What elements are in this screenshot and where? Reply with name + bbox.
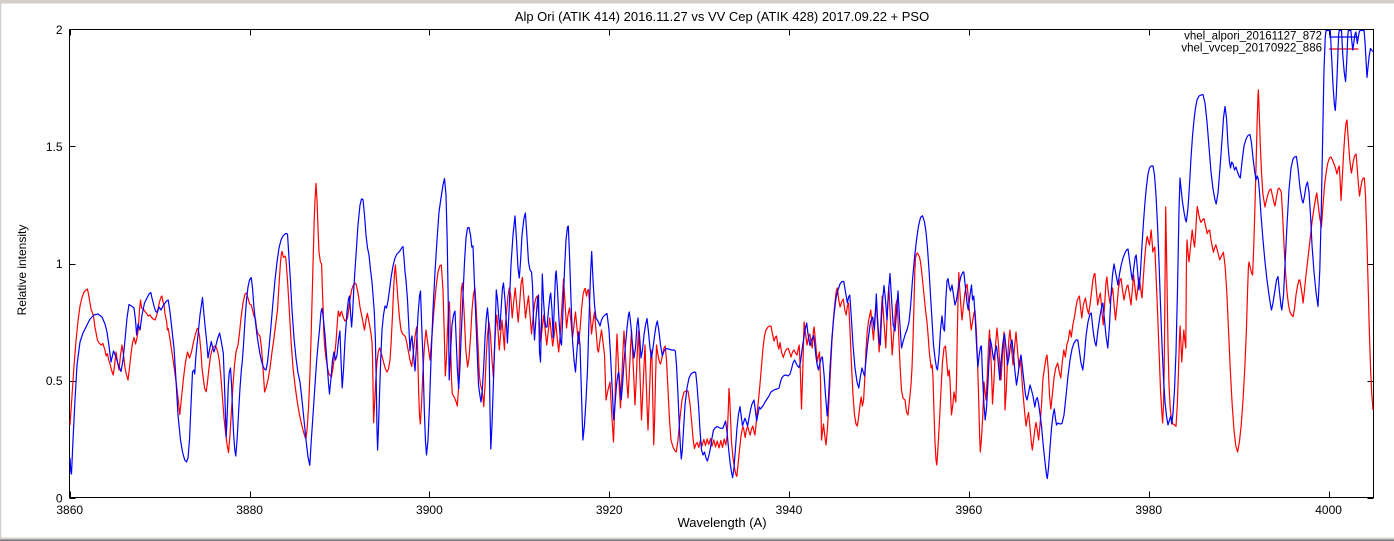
svg-text:0.5: 0.5 — [46, 374, 63, 388]
svg-text:3880: 3880 — [236, 503, 263, 517]
svg-text:1.5: 1.5 — [46, 140, 63, 154]
svg-text:4000: 4000 — [1315, 503, 1342, 517]
svg-text:3960: 3960 — [955, 503, 982, 517]
svg-text:Wavelength (A): Wavelength (A) — [677, 515, 766, 530]
svg-text:1: 1 — [56, 257, 63, 271]
svg-text:3860: 3860 — [56, 503, 83, 517]
svg-text:3940: 3940 — [776, 503, 803, 517]
svg-text:3980: 3980 — [1135, 503, 1162, 517]
svg-text:vhel_alpori_20161127_872: vhel_alpori_20161127_872 — [1184, 31, 1322, 43]
svg-text:2: 2 — [56, 23, 63, 37]
svg-text:3900: 3900 — [416, 503, 443, 517]
svg-text:vhel_vvcep_20170922_886: vhel_vvcep_20170922_886 — [1181, 43, 1322, 55]
svg-text:3920: 3920 — [596, 503, 623, 517]
svg-text:Relative intensity: Relative intensity — [15, 225, 29, 316]
svg-text:Alp Ori (ATIK 414) 2016.11.27: Alp Ori (ATIK 414) 2016.11.27 vs VV Cep … — [515, 9, 929, 24]
svg-text:0: 0 — [56, 491, 63, 505]
